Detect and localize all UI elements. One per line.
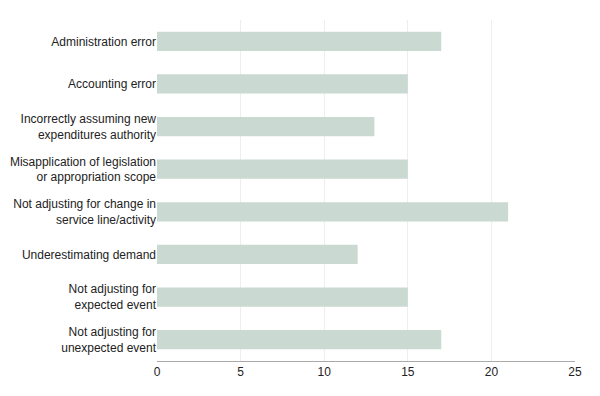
svg-text:Underestimating demand: Underestimating demand bbox=[22, 248, 156, 262]
svg-text:Not adjusting forunexpected ev: Not adjusting forunexpected event bbox=[61, 325, 156, 355]
svg-text:15: 15 bbox=[401, 365, 415, 379]
svg-text:Incorrectly assuming newexpend: Incorrectly assuming newexpenditures aut… bbox=[21, 112, 157, 142]
svg-text:Accounting error: Accounting error bbox=[68, 77, 156, 91]
svg-text:Not adjusting forexpected even: Not adjusting forexpected event bbox=[69, 282, 157, 312]
svg-text:Administration error: Administration error bbox=[51, 35, 156, 49]
svg-text:20: 20 bbox=[485, 365, 499, 379]
svg-text:0: 0 bbox=[154, 365, 161, 379]
svg-text:Misapplication of legislationo: Misapplication of legislationor appropri… bbox=[10, 155, 156, 185]
svg-text:Not adjusting for change inser: Not adjusting for change inservice line/… bbox=[13, 197, 156, 227]
svg-text:5: 5 bbox=[237, 365, 244, 379]
svg-text:25: 25 bbox=[568, 365, 582, 379]
svg-text:10: 10 bbox=[318, 365, 332, 379]
